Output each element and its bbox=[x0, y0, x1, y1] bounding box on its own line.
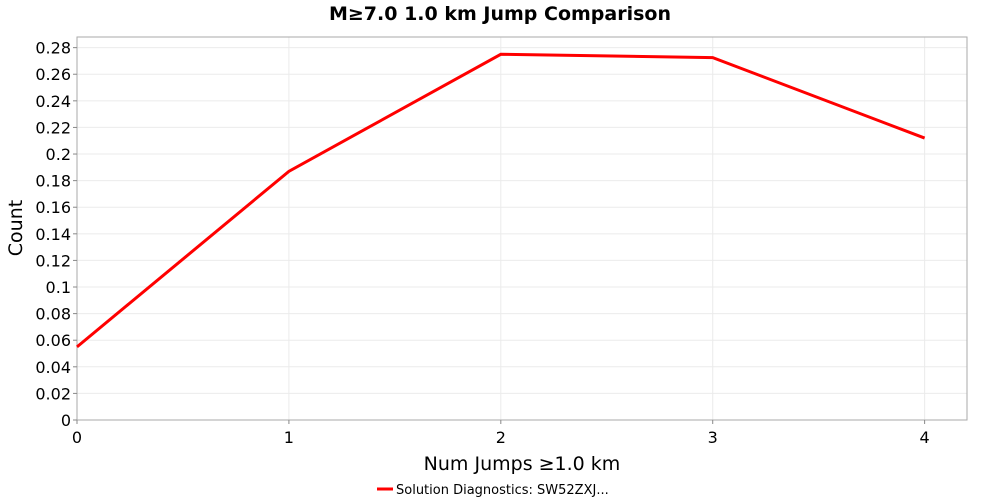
x-tick-label: 1 bbox=[284, 428, 294, 447]
y-tick-label: 0.04 bbox=[35, 358, 71, 377]
y-tick-label: 0.1 bbox=[46, 278, 71, 297]
y-tick-label: 0.12 bbox=[35, 251, 71, 270]
legend-label: Solution Diagnostics: SW52ZXJ... bbox=[396, 483, 609, 498]
y-tick-label: 0.18 bbox=[35, 172, 71, 191]
y-tick-label: 0.2 bbox=[46, 145, 71, 164]
chart-title: M≥7.0 1.0 km Jump Comparison bbox=[329, 3, 671, 25]
y-tick-label: 0.24 bbox=[35, 92, 71, 111]
y-tick-label: 0.28 bbox=[35, 39, 71, 58]
y-axis-label: Count bbox=[5, 200, 27, 256]
y-tick-label: 0.22 bbox=[35, 118, 71, 137]
y-tick-label: 0 bbox=[61, 411, 71, 430]
y-tick-label: 0.16 bbox=[35, 198, 71, 217]
x-axis-label: Num Jumps ≥1.0 km bbox=[424, 453, 621, 475]
y-tick-label: 0.14 bbox=[35, 225, 71, 244]
x-tick-label: 4 bbox=[920, 428, 930, 447]
legend: Solution Diagnostics: SW52ZXJ... bbox=[377, 483, 609, 498]
y-tick-label: 0.26 bbox=[35, 65, 71, 84]
y-tick-label: 0.02 bbox=[35, 384, 71, 403]
x-tick-label: 2 bbox=[496, 428, 506, 447]
x-tick-label: 0 bbox=[72, 428, 82, 447]
plot-area bbox=[76, 36, 968, 421]
y-tick-label: 0.08 bbox=[35, 305, 71, 324]
y-tick-label: 0.06 bbox=[35, 331, 71, 350]
x-tick-label: 3 bbox=[708, 428, 718, 447]
